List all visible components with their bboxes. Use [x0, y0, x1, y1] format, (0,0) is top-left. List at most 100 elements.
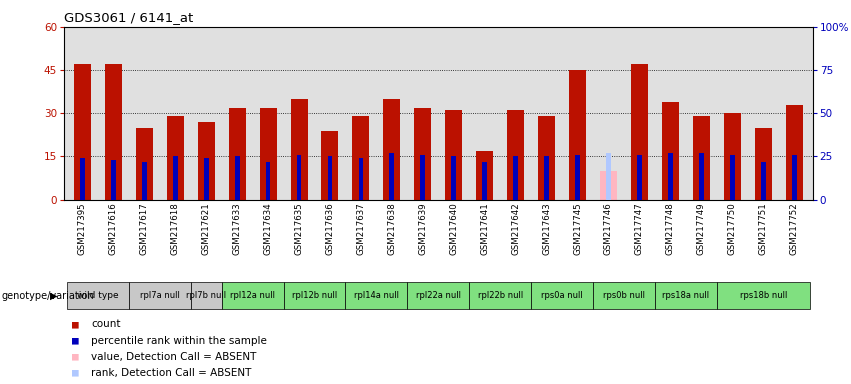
- Text: GSM217642: GSM217642: [511, 202, 520, 255]
- Text: GSM217747: GSM217747: [635, 202, 644, 255]
- Bar: [600, 171, 617, 200]
- Text: GSM217635: GSM217635: [294, 202, 304, 255]
- Text: rpl7a null: rpl7a null: [140, 291, 180, 300]
- Bar: [507, 111, 524, 200]
- Text: GSM217634: GSM217634: [264, 202, 272, 255]
- Text: count: count: [91, 319, 121, 329]
- Text: rpl14a null: rpl14a null: [354, 291, 399, 300]
- Bar: [322, 131, 339, 200]
- Bar: [538, 116, 555, 200]
- Text: genotype/variation: genotype/variation: [2, 291, 94, 301]
- Bar: [575, 155, 580, 200]
- Bar: [383, 99, 400, 200]
- Text: GSM217752: GSM217752: [790, 202, 798, 255]
- Bar: [662, 102, 679, 200]
- Bar: [451, 157, 456, 200]
- Bar: [142, 162, 146, 200]
- Bar: [191, 282, 221, 309]
- Bar: [390, 153, 394, 200]
- Bar: [346, 282, 408, 309]
- Bar: [111, 160, 116, 200]
- Text: wild type: wild type: [77, 291, 118, 300]
- Text: ■: ■: [72, 352, 79, 362]
- Text: GSM217638: GSM217638: [387, 202, 397, 255]
- Text: ▶: ▶: [50, 291, 57, 301]
- Text: GDS3061 / 6141_at: GDS3061 / 6141_at: [64, 11, 193, 24]
- Bar: [655, 282, 717, 309]
- Text: value, Detection Call = ABSENT: value, Detection Call = ABSENT: [91, 352, 256, 362]
- Bar: [755, 127, 772, 200]
- Bar: [544, 157, 549, 200]
- Text: ■: ■: [72, 336, 79, 346]
- Bar: [328, 157, 333, 200]
- Bar: [235, 157, 239, 200]
- Bar: [531, 282, 593, 309]
- Text: rps0b null: rps0b null: [603, 291, 645, 300]
- Text: rank, Detection Call = ABSENT: rank, Detection Call = ABSENT: [91, 368, 251, 378]
- Bar: [129, 282, 191, 309]
- Bar: [203, 158, 208, 200]
- Bar: [668, 153, 673, 200]
- Bar: [167, 116, 184, 200]
- Bar: [358, 158, 363, 200]
- Text: rpl12a null: rpl12a null: [230, 291, 275, 300]
- Bar: [197, 122, 214, 200]
- Text: GSM217633: GSM217633: [232, 202, 242, 255]
- Text: GSM217745: GSM217745: [573, 202, 582, 255]
- Text: rps18a null: rps18a null: [662, 291, 710, 300]
- Text: rps0a null: rps0a null: [541, 291, 583, 300]
- Bar: [297, 155, 301, 200]
- Bar: [229, 108, 246, 200]
- Bar: [136, 127, 153, 200]
- Text: GSM217749: GSM217749: [697, 202, 705, 255]
- Bar: [631, 64, 648, 200]
- Text: GSM217750: GSM217750: [728, 202, 737, 255]
- Bar: [637, 155, 642, 200]
- Bar: [266, 162, 271, 200]
- Bar: [569, 70, 586, 200]
- Bar: [723, 113, 740, 200]
- Bar: [477, 151, 494, 200]
- Text: GSM217641: GSM217641: [480, 202, 489, 255]
- Bar: [414, 108, 431, 200]
- Text: GSM217748: GSM217748: [665, 202, 675, 255]
- Text: rpl22a null: rpl22a null: [416, 291, 460, 300]
- Text: ■: ■: [72, 319, 79, 329]
- Text: GSM217643: GSM217643: [542, 202, 551, 255]
- Bar: [408, 282, 469, 309]
- Bar: [791, 155, 797, 200]
- Text: rpl22b null: rpl22b null: [477, 291, 523, 300]
- Bar: [761, 162, 766, 200]
- Bar: [105, 64, 122, 200]
- Bar: [173, 157, 178, 200]
- Bar: [730, 155, 734, 200]
- Bar: [699, 153, 704, 200]
- Bar: [693, 116, 710, 200]
- Bar: [67, 282, 129, 309]
- Text: GSM217617: GSM217617: [140, 202, 149, 255]
- Bar: [260, 108, 277, 200]
- Text: ■: ■: [72, 368, 79, 378]
- Bar: [606, 153, 611, 200]
- Bar: [513, 157, 518, 200]
- Bar: [483, 162, 487, 200]
- Text: GSM217640: GSM217640: [449, 202, 458, 255]
- Bar: [221, 282, 283, 309]
- Bar: [785, 104, 802, 200]
- Bar: [290, 99, 307, 200]
- Bar: [74, 64, 91, 200]
- Bar: [283, 282, 346, 309]
- Text: GSM217621: GSM217621: [202, 202, 211, 255]
- Text: GSM217751: GSM217751: [759, 202, 768, 255]
- Text: GSM217636: GSM217636: [325, 202, 334, 255]
- Bar: [420, 155, 426, 200]
- Text: rpl12b null: rpl12b null: [292, 291, 337, 300]
- Text: GSM217616: GSM217616: [109, 202, 117, 255]
- Text: GSM217639: GSM217639: [419, 202, 427, 255]
- Text: rps18b null: rps18b null: [740, 291, 787, 300]
- Text: rpl7b null: rpl7b null: [186, 291, 226, 300]
- Text: GSM217395: GSM217395: [78, 202, 87, 255]
- Bar: [352, 116, 369, 200]
- Bar: [717, 282, 809, 309]
- Bar: [445, 111, 462, 200]
